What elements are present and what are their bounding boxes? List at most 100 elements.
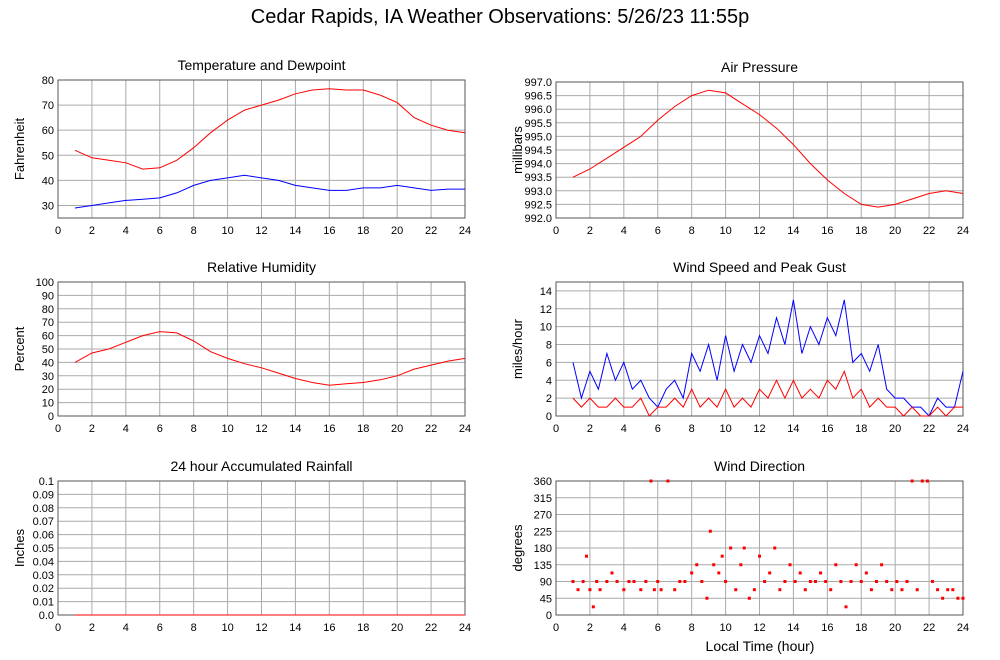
- x-tick-label: 0: [553, 225, 559, 237]
- chart-title: Relative Humidity: [207, 259, 316, 275]
- data-point: [936, 588, 940, 592]
- y-tick-label: 0.08: [33, 503, 54, 515]
- y-tick-label: 50: [42, 344, 54, 356]
- x-tick-label: 22: [425, 225, 437, 237]
- x-tick-label: 6: [157, 622, 163, 634]
- x-tick-label: 18: [357, 423, 369, 435]
- data-point: [946, 588, 950, 592]
- plot-frame: [555, 281, 964, 417]
- x-tick-label: 4: [621, 225, 627, 237]
- data-point: [605, 580, 609, 583]
- data-point: [834, 563, 838, 567]
- data-point: [724, 580, 728, 583]
- y-tick-label: 20: [42, 384, 54, 396]
- y-tick-label: 60: [42, 125, 54, 137]
- data-point: [639, 588, 643, 592]
- rh-chart: Relative Humidity01020304050607080901000…: [12, 259, 471, 435]
- data-point: [598, 588, 602, 592]
- y-axis-label: Inches: [12, 528, 27, 567]
- y-tick-label: 30: [42, 371, 54, 383]
- data-point: [729, 546, 733, 550]
- data-point: [591, 605, 595, 609]
- y-tick-label: 360: [534, 476, 552, 488]
- x-tick-label: 2: [89, 225, 95, 237]
- data-point: [869, 588, 873, 592]
- rain-chart: 24 hour Accumulated Rainfall0.00.010.020…: [12, 458, 471, 634]
- data-point: [910, 479, 914, 483]
- x-tick-label: 0: [553, 423, 559, 435]
- data-point: [649, 479, 653, 483]
- data-point: [961, 596, 965, 600]
- y-tick-label: 0: [48, 411, 54, 423]
- x-tick-label: 6: [157, 423, 163, 435]
- data-point: [644, 580, 648, 583]
- x-tick-label: 16: [821, 622, 833, 634]
- x-tick-label: 6: [655, 225, 661, 237]
- x-tick-label: 18: [357, 622, 369, 634]
- chart-title: Air Pressure: [721, 59, 798, 75]
- series-line-red: [572, 369, 963, 417]
- data-point: [708, 529, 712, 533]
- x-tick-label: 20: [889, 225, 901, 237]
- data-point: [581, 580, 585, 583]
- data-point: [656, 580, 660, 583]
- data-point: [652, 588, 656, 592]
- page-title: Cedar Rapids, IA Weather Observations: 5…: [250, 6, 750, 28]
- y-tick-label: 0.02: [33, 583, 54, 595]
- y-tick-label: 994.5: [524, 145, 552, 157]
- data-point: [627, 580, 631, 583]
- y-tick-label: 992.0: [524, 213, 552, 225]
- data-point: [930, 580, 934, 583]
- y-tick-label: 0.06: [33, 530, 54, 542]
- x-tick-label: 4: [123, 622, 129, 634]
- x-tick-label: 0: [55, 622, 61, 634]
- data-point: [824, 580, 828, 583]
- x-tick-label: 6: [157, 225, 163, 237]
- y-tick-label: 225: [534, 526, 552, 538]
- x-tick-label: 4: [621, 622, 627, 634]
- x-tick-label: 18: [855, 225, 867, 237]
- x-tick-label: 8: [689, 622, 695, 634]
- x-tick-label: 14: [289, 423, 301, 435]
- x-tick-label: 10: [719, 423, 731, 435]
- data-point: [941, 596, 945, 600]
- y-tick-label: 0.05: [33, 543, 54, 555]
- data-point: [700, 580, 704, 583]
- x-tick-label: 16: [821, 423, 833, 435]
- data-point: [803, 588, 807, 592]
- y-tick-label: 996.0: [524, 104, 552, 116]
- x-tick-label: 24: [957, 225, 969, 237]
- data-point: [763, 580, 767, 583]
- chart-title: Temperature and Dewpoint: [177, 57, 345, 73]
- y-tick-label: 997.0: [524, 77, 552, 89]
- x-tick-label: 10: [221, 423, 233, 435]
- series-line-red: [74, 88, 466, 170]
- series-line-red: [572, 89, 964, 208]
- x-tick-label: 10: [221, 225, 233, 237]
- x-tick-label: 24: [459, 423, 471, 435]
- x-tick-label: 20: [889, 423, 901, 435]
- x-tick-label: 12: [255, 622, 267, 634]
- plot-frame: [555, 81, 964, 219]
- y-tick-label: 80: [42, 75, 54, 87]
- data-point: [925, 479, 929, 483]
- y-tick-label: 100: [36, 277, 54, 289]
- y-axis-label: millibars: [510, 126, 525, 174]
- y-tick-label: 0: [546, 411, 552, 423]
- x-tick-label: 12: [753, 423, 765, 435]
- data-point: [678, 580, 682, 583]
- x-tick-label: 18: [357, 225, 369, 237]
- data-point: [588, 588, 592, 592]
- data-point: [690, 571, 694, 575]
- x-tick-label: 4: [621, 423, 627, 435]
- x-axis-label: Local Time (hour): [706, 638, 815, 654]
- data-point: [673, 588, 677, 592]
- data-point: [956, 596, 960, 600]
- data-point: [632, 580, 636, 583]
- x-tick-label: 22: [923, 622, 935, 634]
- y-tick-label: 4: [546, 375, 552, 387]
- data-point: [819, 571, 823, 575]
- data-point: [854, 563, 858, 567]
